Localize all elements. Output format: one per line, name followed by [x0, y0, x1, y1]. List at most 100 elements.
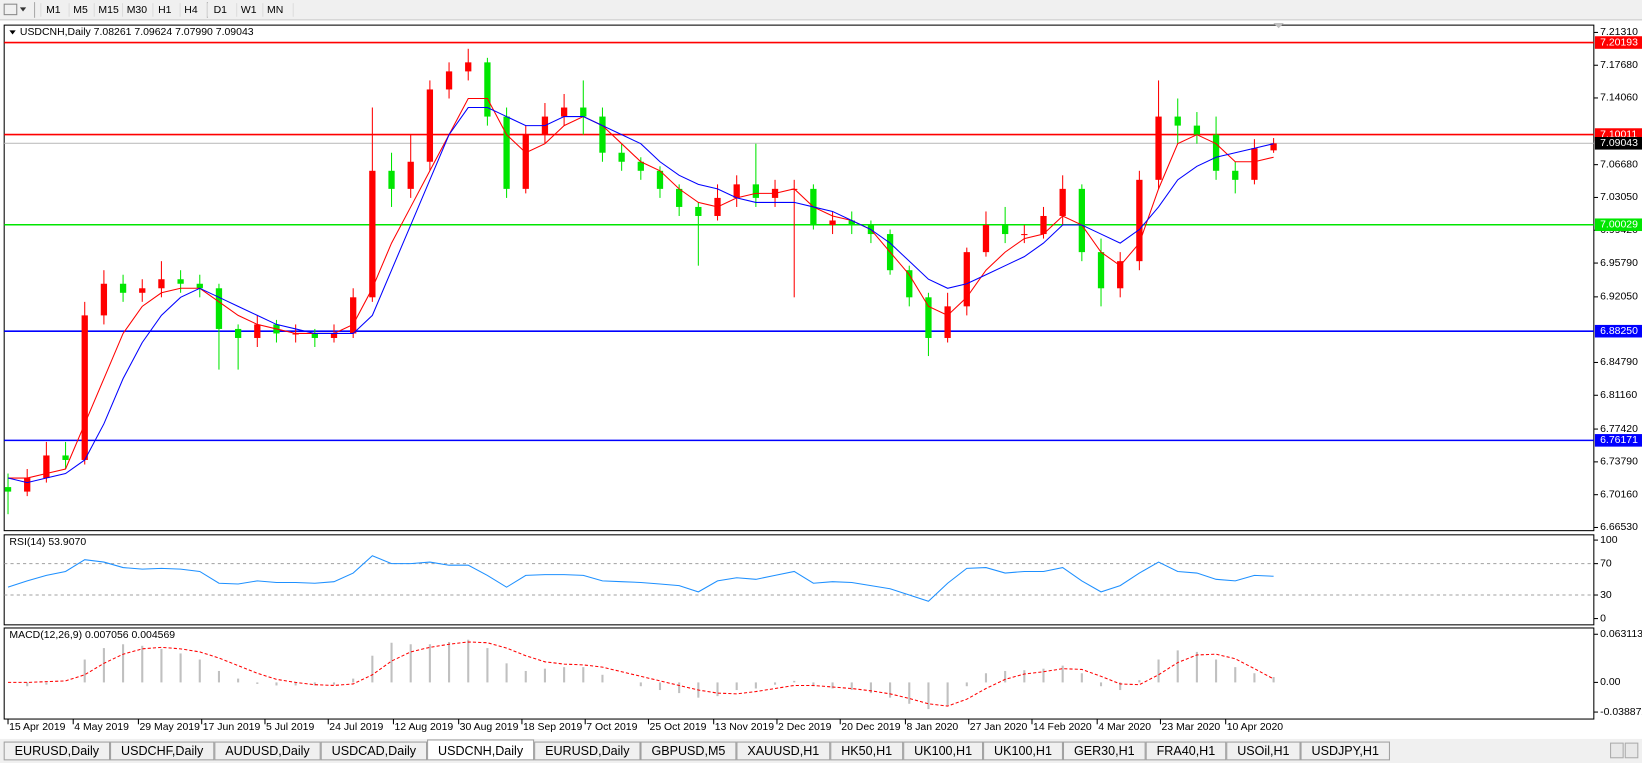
plot-layer: 7.213107.176807.140607.066807.030506.994… [4, 27, 1642, 733]
title-marker [9, 30, 16, 35]
tab[interactable]: USDJPY,H1 [1300, 741, 1390, 761]
candle-body [292, 333, 299, 335]
tab-label[interactable]: UK100,H1 [994, 744, 1052, 758]
tab-bg[interactable] [640, 741, 737, 761]
x-tick-label: 17 Jun 2019 [203, 722, 261, 733]
candle-body [196, 283, 203, 289]
tab-bg[interactable] [1062, 741, 1146, 761]
tab[interactable]: USOil,H1 [1226, 741, 1301, 761]
tab-label[interactable]: GER30,H1 [1074, 744, 1135, 758]
x-tick-label: 8 Jan 2020 [906, 722, 958, 733]
y-tick-label: 100 [1600, 535, 1618, 546]
timeframe-button[interactable]: MN [267, 5, 283, 16]
level-label: 7.10011 [1600, 129, 1637, 140]
candle-body [1117, 261, 1124, 289]
candle-body [484, 62, 491, 117]
tab[interactable]: USDCAD,Daily [320, 741, 428, 761]
x-tick-label: 23 Mar 2020 [1162, 722, 1221, 733]
toolbar-icon[interactable] [3, 3, 18, 16]
level-label: 6.76171 [1600, 435, 1638, 446]
tab-bg[interactable] [320, 741, 428, 761]
tab-label[interactable]: USDCNH,Daily [438, 744, 524, 758]
tab[interactable]: FRA40,H1 [1145, 741, 1227, 761]
x-tick-label: 10 Apr 2020 [1227, 722, 1284, 733]
current-price-label-bg [1594, 137, 1642, 150]
timeframe-button[interactable]: M1 [46, 5, 61, 16]
y-tick-label: 7.03050 [1600, 192, 1638, 203]
level-label-bg [1594, 434, 1642, 447]
tab[interactable]: UK100,H1 [983, 741, 1063, 761]
timeframe-button[interactable]: D1 [214, 5, 228, 16]
tab-label[interactable]: XAUUSD,H1 [747, 744, 819, 758]
tab-bg[interactable] [1226, 741, 1301, 761]
indicator-title: RSI(14) 53.9070 [9, 537, 86, 548]
x-tick-label: 27 Jan 2020 [970, 722, 1028, 733]
x-tick-label: 4 Mar 2020 [1098, 722, 1151, 733]
level-label-bg [1594, 324, 1642, 338]
tab-bg[interactable] [534, 741, 641, 761]
timeframe-button[interactable]: M15 [98, 5, 119, 16]
tab-bg[interactable] [736, 741, 831, 761]
tab-label[interactable]: UK100,H1 [914, 744, 972, 758]
tab-label[interactable]: GBPUSD,M5 [651, 744, 725, 758]
tab-label[interactable]: USOil,H1 [1237, 744, 1289, 758]
candle-body [158, 279, 165, 289]
tab-bg[interactable] [903, 741, 984, 761]
tab[interactable]: EURUSD,Daily [3, 741, 111, 761]
y-tick-label: 0.00 [1600, 677, 1621, 688]
scroll-button[interactable] [1624, 742, 1639, 759]
tab-label[interactable]: USDCHF,Daily [121, 744, 204, 758]
candle-body [637, 161, 644, 171]
tab[interactable]: EURUSD,Daily [534, 741, 641, 761]
candle-body [139, 288, 146, 293]
tab-bg[interactable] [830, 741, 904, 761]
tab-label[interactable]: AUDUSD,Daily [225, 744, 310, 758]
y-tick-label: 7.17680 [1600, 60, 1638, 71]
tab-label[interactable]: HK50,H1 [841, 744, 892, 758]
timeframe-button[interactable]: M5 [73, 5, 88, 16]
timeframe-button[interactable]: H4 [184, 5, 198, 16]
timeframe-button[interactable]: M30 [127, 5, 148, 16]
toolbar-dropdown[interactable] [19, 7, 27, 12]
tab[interactable]: GER30,H1 [1062, 741, 1146, 761]
tab-bg[interactable] [1300, 741, 1390, 761]
candle-body [982, 225, 990, 253]
tab[interactable]: USDCHF,Daily [110, 741, 215, 761]
tab-bg[interactable] [1145, 741, 1227, 761]
tab-label[interactable]: EURUSD,Daily [15, 744, 100, 758]
level-label-bg [1594, 36, 1642, 49]
candle-body [369, 170, 376, 298]
x-tick-label: 13 Nov 2019 [715, 722, 774, 733]
candle-body [752, 184, 760, 198]
macd-panel [3, 627, 1595, 720]
tab[interactable]: XAUUSD,H1 [736, 741, 831, 761]
timeframe-button[interactable]: H1 [158, 5, 172, 16]
x-tick-label: 14 Feb 2020 [1033, 722, 1092, 733]
tab[interactable]: HK50,H1 [830, 741, 904, 761]
tab[interactable]: USDCNH,Daily [427, 739, 535, 761]
y-tick-label: 7.21310 [1600, 27, 1638, 38]
candle-body [465, 62, 472, 72]
x-tick-label: 12 Aug 2019 [394, 722, 453, 733]
tab-bg[interactable] [427, 739, 535, 761]
tab-bg[interactable] [214, 741, 321, 761]
tab-label[interactable]: USDJPY,H1 [1312, 744, 1379, 758]
scroll-button[interactable] [1610, 742, 1624, 759]
tab[interactable]: AUDUSD,Daily [214, 741, 321, 761]
tab-label[interactable]: USDCAD,Daily [332, 744, 417, 758]
tab[interactable]: GBPUSD,M5 [640, 741, 737, 761]
timeframe-button[interactable]: W1 [241, 5, 257, 16]
tab-bg[interactable] [110, 741, 215, 761]
y-tick-label: 7.14060 [1600, 93, 1638, 104]
candle-body [829, 220, 836, 226]
tab-label[interactable]: EURUSD,Daily [545, 744, 630, 758]
tab[interactable]: UK100,H1 [903, 741, 984, 761]
tab-label[interactable]: FRA40,H1 [1157, 744, 1216, 758]
x-tick-label: 4 May 2019 [74, 722, 129, 733]
chart-title: USDCNH,Daily 7.08261 7.09624 7.07990 7.0… [20, 27, 254, 38]
tab-bg[interactable] [3, 741, 111, 761]
candle-body [445, 71, 453, 90]
tab-bg[interactable] [983, 741, 1063, 761]
